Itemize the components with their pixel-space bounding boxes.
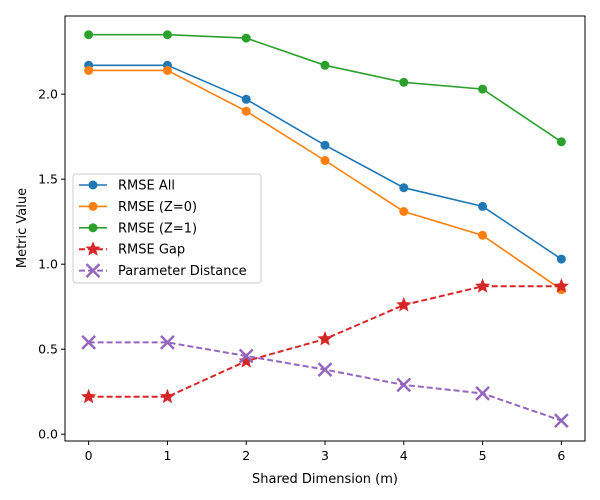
legend-label: Parameter Distance xyxy=(118,264,247,279)
legend-item-parameter-distance: Parameter Distance xyxy=(79,263,247,279)
legend-marker xyxy=(85,263,101,278)
rmse-all-point xyxy=(478,201,488,211)
parameter-distance-point xyxy=(317,362,333,377)
x-tick-label: 5 xyxy=(479,448,487,463)
x-axis-label: Shared Dimension (m) xyxy=(252,472,398,487)
legend-label: RMSE Gap xyxy=(118,243,185,258)
x-tick-label: 2 xyxy=(242,448,250,463)
legend-marker xyxy=(88,180,98,190)
rmse-z-0-point xyxy=(241,106,251,116)
x-tick-label: 3 xyxy=(321,448,329,463)
series-rmse-gap xyxy=(81,278,569,404)
series-parameter-distance xyxy=(81,335,569,428)
rmse-z-0-point xyxy=(84,65,94,75)
rmse-gap-point xyxy=(474,278,491,293)
y-tick-label: 2.0 xyxy=(38,87,58,102)
y-tick-label: 1.5 xyxy=(38,172,58,187)
x-tick-label: 0 xyxy=(85,448,93,463)
rmse-gap-point xyxy=(159,388,176,404)
y-tick-label: 1.0 xyxy=(38,257,58,272)
rmse-z-0-point xyxy=(162,65,172,75)
y-axis-label: Metric Value xyxy=(15,188,30,268)
rmse-all-point xyxy=(399,183,409,193)
series-rmse-z-0 xyxy=(84,65,566,295)
legend-label: RMSE (Z=0) xyxy=(118,200,197,215)
legend-item-rmse-all: RMSE All xyxy=(79,179,175,194)
rmse-z-1-point xyxy=(478,84,488,94)
rmse-z-1-point xyxy=(241,33,251,43)
legend-item-rmse-z-1: RMSE (Z=1) xyxy=(79,221,197,236)
rmse-z-1-point xyxy=(84,30,94,40)
rmse-z-0-point xyxy=(399,207,409,216)
rmse-z-1-point xyxy=(556,137,566,147)
rmse-gap-point xyxy=(238,353,254,368)
legend-item-rmse-z-0: RMSE (Z=0) xyxy=(79,200,197,215)
x-tick-label: 6 xyxy=(557,448,565,463)
parameter-distance-point xyxy=(238,348,254,364)
rmse-all-point xyxy=(556,254,566,264)
rmse-gap-point xyxy=(317,331,333,346)
legend-box xyxy=(72,173,262,284)
x-tick-label: 1 xyxy=(163,448,171,463)
rmse-z-1-point xyxy=(162,30,172,40)
parameter-distance-point xyxy=(81,335,97,350)
y-tick-label: 0.5 xyxy=(38,342,58,357)
parameter-distance-point xyxy=(396,377,412,393)
legend-marker xyxy=(88,223,98,233)
parameter-distance-point xyxy=(160,335,175,350)
parameter-distance-point xyxy=(553,413,569,428)
rmse-z-0-point xyxy=(320,156,330,165)
rmse-gap-point xyxy=(81,388,97,404)
parameter-distance-point xyxy=(475,386,490,401)
legend-marker xyxy=(88,201,98,211)
y-tick-label: 0.0 xyxy=(38,427,58,442)
series-rmse-z-1 xyxy=(84,30,566,147)
rmse-gap-point xyxy=(553,278,569,293)
rmse-all-point xyxy=(320,140,330,150)
x-tick-label: 4 xyxy=(400,448,408,463)
rmse-z-1-point xyxy=(399,77,409,87)
legend: RMSE All RMSE (Z=0) RMSE (Z=1) RMSE Gap Para… xyxy=(72,173,262,284)
legend-marker xyxy=(85,241,101,256)
y-axis: 0.0 0.5 1.0 1.5 2.0 xyxy=(38,87,65,442)
series-layer xyxy=(81,30,569,428)
legend-label: RMSE All xyxy=(118,179,175,194)
rmse-z-0-point xyxy=(478,230,488,240)
rmse-gap-point xyxy=(396,297,412,312)
rmse-all-point xyxy=(241,94,251,104)
x-axis: 0 1 2 3 4 5 6 xyxy=(85,441,565,463)
rmse-z-1-point xyxy=(320,60,330,70)
legend-label: RMSE (Z=1) xyxy=(118,221,197,236)
legend-item-rmse-gap: RMSE Gap xyxy=(79,241,185,258)
